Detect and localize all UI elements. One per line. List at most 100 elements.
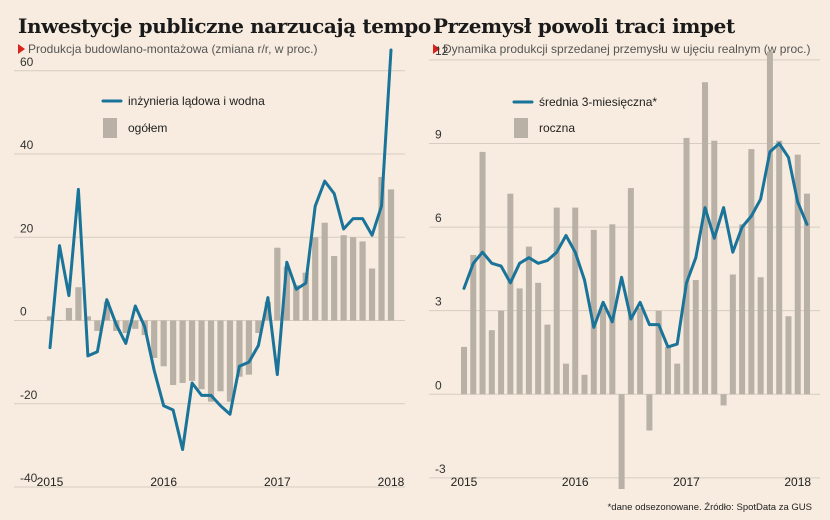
x-tick-label: 2016 [150,475,177,489]
legend-bar-swatch [514,118,528,138]
bar [94,320,101,331]
bar [479,151,486,395]
y-axis-ticks: 60 40 20 0 -20 -40 [20,55,38,485]
y-axis-ticks: 12 9 6 3 0 -3 [435,44,449,476]
bar [122,320,129,334]
bar [302,272,309,321]
series-line [48,48,393,451]
chart-subtitle-text: Dynamika produkcji sprzedanej przemysłu … [443,42,811,56]
y-tick-label: 60 [20,55,34,69]
bar [198,320,205,390]
bar [378,176,385,321]
bar [321,222,328,321]
bar [283,266,290,321]
bar [274,247,281,321]
x-tick-label: 2017 [673,475,700,489]
bar [179,320,186,383]
bar [207,320,215,402]
legend-label: ogółem [128,121,167,135]
bar [757,277,764,395]
bar [75,287,82,321]
y-tick-label: -20 [20,388,38,402]
bar [293,285,300,321]
bar [674,363,681,395]
red-triangle-icon [433,44,440,54]
chart-subtitle: Produkcja budowlano-montażowa (zmiana r/… [18,42,317,56]
bar [572,207,579,395]
bar [637,307,644,395]
bar [350,237,357,321]
bar [461,346,467,395]
bar [312,237,319,321]
bar [368,268,376,321]
legend-label: roczna [539,121,575,135]
x-tick-label: 2016 [562,475,589,489]
bar [618,394,625,489]
chart-title: Inwestycje publiczne narzucają tempo [18,14,431,38]
x-tick-label: 2015 [451,475,478,489]
y-tick-label: -40 [20,471,38,485]
legend-label: średnia 3-miesięczna* [539,95,657,109]
construction-chart: 60 40 20 0 -20 -40 2015 2016 2017 2018 inżynieri… [14,48,405,489]
chart-panel-construction: Inwestycje publiczne narzucają tempo Pro… [14,14,431,489]
bar-series [461,51,810,489]
bar [84,316,91,321]
y-tick-label: 20 [20,221,34,235]
bar [748,149,755,395]
x-tick-label: 2018 [784,475,811,489]
chart-subtitle-text: Produkcja budowlano-montażowa (zmiana r/… [28,42,318,56]
x-axis-ticks: 2015 2016 2017 2018 [451,475,812,489]
bar [683,137,690,395]
bar [544,324,551,395]
bar [590,229,597,395]
bar [236,320,243,377]
bar [804,193,810,395]
x-tick-label: 2015 [37,475,64,489]
bar [132,320,139,329]
bar [340,235,347,321]
bar [65,308,73,321]
legend: średnia 3-miesięczna* roczna [512,95,657,138]
chart-subtitle: Dynamika produkcji sprzedanej przemysłu … [433,42,810,56]
bar [160,320,167,367]
y-tick-label: 12 [435,44,449,58]
bar [711,140,718,395]
bar [739,224,746,395]
bar [56,320,63,322]
bar [729,274,736,395]
bar [245,320,253,375]
bar [103,301,110,321]
bar [470,254,477,395]
bar [785,316,792,395]
bar [562,363,569,395]
chart-panel-industry: Przemysł powoli traci impet Dynamika pro… [415,0,830,520]
bar [498,310,505,395]
y-tick-label: -3 [435,462,446,476]
red-triangle-icon [18,44,25,54]
x-axis-ticks: 2015 2016 2017 2018 [37,475,405,489]
legend: inżynieria lądowa i wodna ogółem [101,94,265,138]
bar [553,207,560,395]
bar [600,307,607,395]
legend-bar-swatch [103,118,117,138]
bar [217,320,224,392]
bar [702,82,709,395]
chart-title: Przemysł powoli traci impet [433,14,735,38]
bar [359,241,366,321]
series-line [462,142,809,349]
bar [794,154,801,395]
bar [46,316,54,321]
bar [387,189,395,321]
bar [170,320,177,386]
bar [226,320,234,402]
line-series [462,142,809,349]
y-tick-label: 6 [435,211,442,225]
bar [720,394,727,406]
y-tick-label: 3 [435,295,442,309]
bar [151,320,158,358]
source-footnote: *dane odsezonowane. Źródło: SpotData za … [607,502,812,513]
legend-label: inżynieria lądowa i wodna [128,94,265,108]
bar [535,282,542,395]
y-tick-label: 0 [20,305,27,319]
bar [507,193,514,395]
